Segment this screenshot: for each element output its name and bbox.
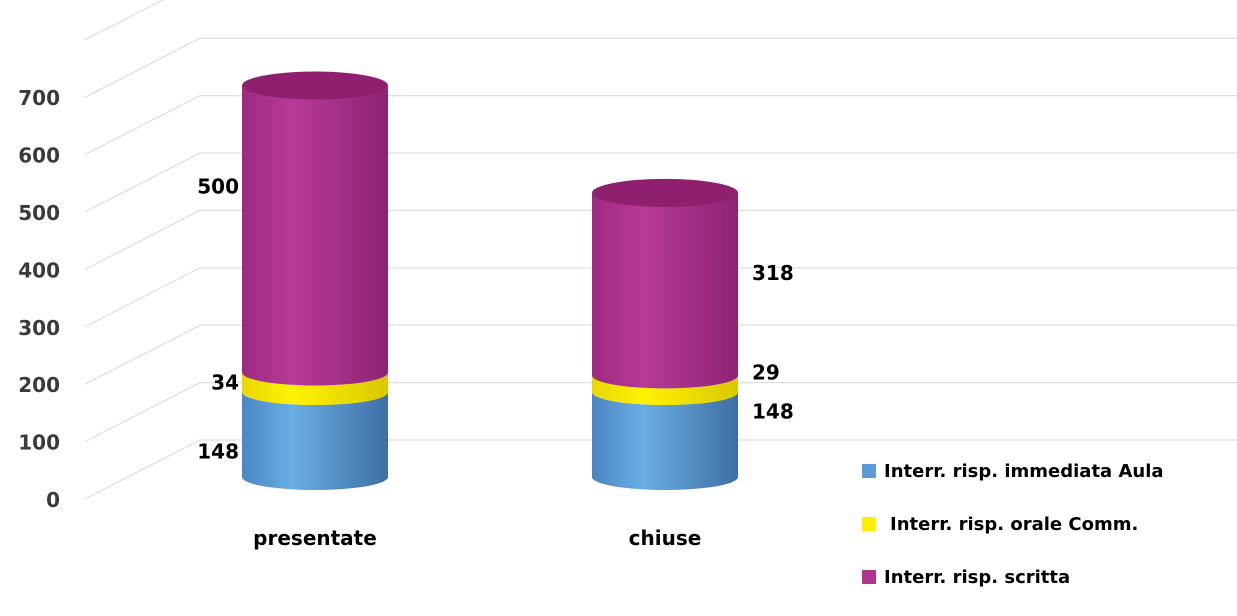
legend-swatch: [862, 464, 876, 478]
data-label: 34: [211, 370, 239, 394]
legend-item: Interr. risp. immediata Aula: [862, 457, 1232, 485]
gridline: [84, 324, 1237, 385]
y-tick-label: 600: [18, 144, 60, 168]
bar-top-cap: [242, 71, 388, 100]
data-label: 500: [197, 175, 239, 199]
legend-item: Interr. risp. orale Comm.: [862, 510, 1232, 538]
gridline: [84, 94, 1237, 156]
gridline: [84, 382, 1237, 443]
bar-segment: [242, 85, 388, 386]
legend-swatch: [862, 570, 876, 584]
gridline: [84, 267, 1237, 328]
data-label: 148: [752, 400, 794, 424]
bar-segment: [242, 392, 388, 490]
bars: [242, 71, 738, 490]
y-tick-label: 100: [18, 431, 60, 455]
category-label: chiuse: [629, 526, 702, 550]
legend-label: Interr. risp. immediata Aula: [884, 460, 1164, 482]
y-tick-label: 0: [46, 488, 60, 512]
y-tick-label: 500: [18, 201, 60, 225]
legend: Interr. risp. immediata Aula Interr. risp…: [862, 457, 1232, 616]
y-tick-label: 400: [18, 258, 60, 282]
category-label: presentate: [253, 526, 377, 550]
legend-label: Interr. risp. orale Comm.: [890, 513, 1139, 535]
legend-item: Interr. risp. scritta: [862, 563, 1232, 591]
bar-segment: [242, 372, 388, 406]
y-tick-label: 200: [18, 373, 60, 397]
y-tick-label: 700: [18, 86, 60, 110]
legend-swatch: [862, 517, 876, 531]
gridline: [84, 37, 1237, 98]
gridline: [84, 152, 1237, 213]
data-labels: 148 34 500 148 29 318: [197, 175, 794, 464]
x-axis-categories: presentate chiuse: [253, 526, 701, 550]
data-label: 29: [752, 361, 780, 385]
bar-segment: [592, 375, 738, 406]
gridline: [84, 0, 164, 41]
gridline: [84, 209, 1237, 270]
gridlines: [84, 0, 1237, 500]
bar-segment: [592, 392, 738, 490]
data-label: 318: [752, 261, 794, 285]
y-axis-ticks: 0 100 200 300 400 500 600 700: [18, 86, 60, 512]
data-label: 148: [197, 440, 239, 464]
gridline: [84, 439, 1237, 500]
y-tick-label: 300: [18, 316, 60, 340]
bar-segment: [592, 192, 738, 389]
legend-label: Interr. risp. scritta: [884, 566, 1071, 588]
bar-top-cap: [592, 178, 738, 207]
